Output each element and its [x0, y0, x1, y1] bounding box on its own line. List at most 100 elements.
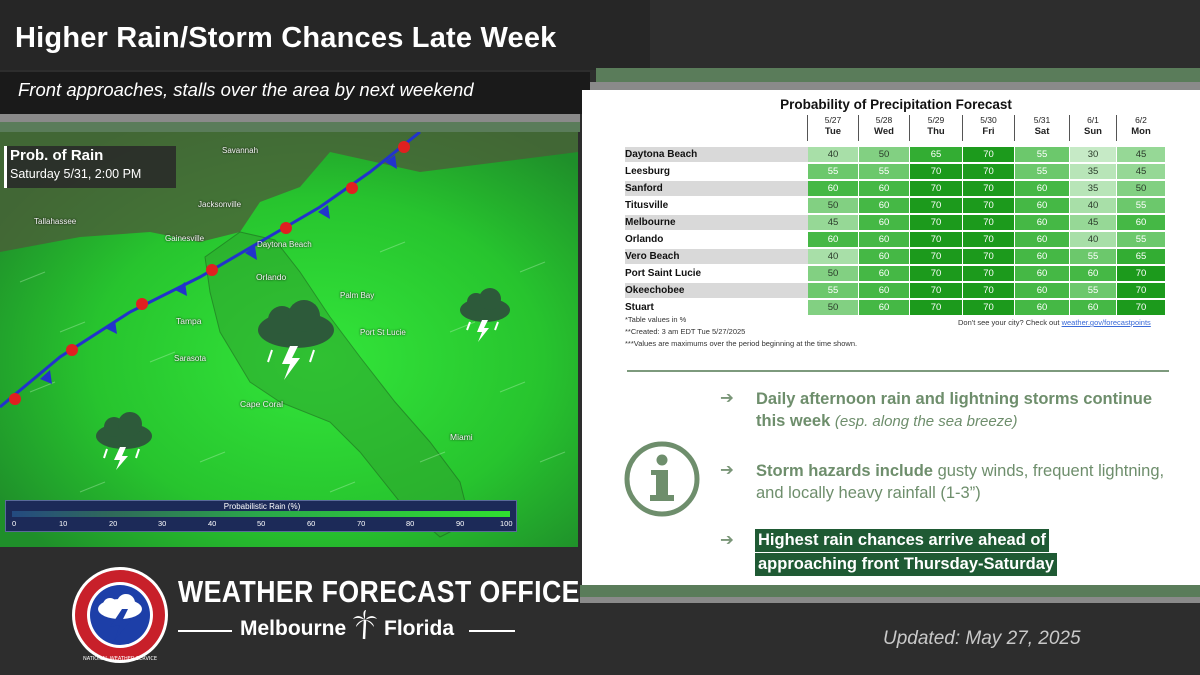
table-cell: 70	[963, 181, 1014, 196]
table-cell: 45	[1070, 215, 1116, 230]
table-cell: 50	[808, 198, 858, 213]
table-row-city: Stuart	[625, 302, 654, 313]
table-cell: 70	[1117, 300, 1165, 315]
page-subtitle: Front approaches, stalls over the area b…	[18, 79, 474, 100]
table-cell: 60	[1015, 266, 1069, 281]
column-day: Tue	[824, 126, 842, 137]
table-row-city: Titusville	[625, 200, 669, 211]
legend-tick: 0	[12, 519, 17, 528]
table-cell: 70	[963, 232, 1014, 247]
table-cell: 45	[808, 215, 858, 230]
table-cell: 60	[1015, 181, 1069, 196]
table-cell: 50	[808, 300, 858, 315]
column-header: 5/29 Thu	[910, 115, 962, 137]
storm-cloud-icon	[96, 412, 152, 470]
table-cell: 55	[1015, 164, 1069, 179]
table-cell: 60	[1015, 232, 1069, 247]
table-cell: 70	[910, 232, 962, 247]
city-label: Palm Bay	[340, 291, 375, 300]
column-header: 6/1 Sun	[1070, 115, 1116, 137]
column-separator	[1014, 115, 1015, 141]
table-cell: 40	[808, 147, 858, 162]
table-cell: 60	[1117, 215, 1165, 230]
column-day: Thu	[927, 126, 945, 137]
title-bar	[0, 0, 650, 70]
city-label: Port St Lucie	[360, 328, 406, 337]
legend-tick: 60	[307, 519, 316, 528]
table-cell: 70	[963, 147, 1014, 162]
arrow-icon: ➔	[720, 531, 734, 549]
column-header: 6/2 Mon	[1117, 115, 1165, 137]
column-date: 6/1	[1087, 115, 1099, 125]
highlight-line: approaching front Thursday-Saturday	[755, 553, 1058, 576]
table-cell: 60	[859, 232, 909, 247]
column-separator	[1069, 115, 1070, 141]
legend-tick: 80	[406, 519, 415, 528]
column-separator	[858, 115, 859, 141]
city-label: Miami	[450, 432, 473, 442]
column-header: 5/30 Fri	[963, 115, 1014, 137]
table-cell: 70	[910, 164, 962, 179]
table-cell: 40	[1070, 198, 1116, 213]
row-band	[625, 283, 808, 298]
table-title: Probability of Precipitation Forecast	[780, 97, 1012, 112]
table-cell: 70	[963, 249, 1014, 264]
table-cell: 50	[1117, 181, 1165, 196]
column-header: 5/27 Tue	[808, 115, 858, 137]
logo-text: NATIONAL WEATHER SERVICE	[83, 656, 157, 662]
legend-tick: 70	[357, 519, 366, 528]
arrow-icon: ➔	[720, 389, 734, 407]
table-cell: 70	[910, 266, 962, 281]
updated-date: Updated: May 27, 2025	[883, 628, 1081, 649]
highlight-line: Highest rain chances arrive ahead of	[755, 529, 1049, 552]
table-cell: 60	[1015, 198, 1069, 213]
table-cell: 60	[859, 249, 909, 264]
city-label: Gainesville	[165, 234, 205, 243]
city-label: Tampa	[176, 316, 202, 326]
table-cell: 45	[1117, 164, 1165, 179]
table-cell: 60	[1015, 249, 1069, 264]
map-title: Prob. of Rain	[10, 147, 104, 164]
accent-stripe	[580, 585, 1200, 597]
forecast-points-link[interactable]: weather.gov/forecastpoints	[1061, 318, 1151, 327]
office-state: Florida	[384, 617, 455, 640]
table-cell: 70	[910, 198, 962, 213]
table-cell: 55	[1117, 232, 1165, 247]
table-cell: 40	[1070, 232, 1116, 247]
table-cell: 60	[1070, 266, 1116, 281]
storm-cloud-icon	[258, 300, 334, 380]
table-cell: 70	[963, 164, 1014, 179]
column-date: 6/2	[1135, 115, 1147, 125]
bullet-text: Daily afternoon rain and lightning storm…	[756, 388, 1176, 433]
rule-line	[469, 630, 515, 632]
bullet-rest: gusty winds, frequent lightning, and loc…	[756, 462, 1165, 502]
storm-cloud-icon	[460, 288, 510, 342]
table-footnote: ***Values are maximums over the period b…	[625, 339, 858, 348]
office-city: Melbourne	[240, 617, 347, 640]
row-band	[625, 215, 808, 230]
column-day: Sat	[1034, 126, 1050, 137]
table-cell: 55	[1070, 249, 1116, 264]
accent-stripe	[0, 114, 580, 122]
city-label: Sarasota	[174, 354, 207, 363]
column-day: Wed	[874, 126, 894, 137]
palm-tree-icon	[353, 610, 377, 640]
city-label: Daytona Beach	[257, 240, 312, 249]
page-title: Higher Rain/Storm Chances Late Week	[15, 22, 557, 54]
column-separator	[962, 115, 963, 141]
accent-stripe	[580, 597, 1200, 603]
legend-color-bar	[12, 511, 510, 517]
table-cell: 30	[1070, 147, 1116, 162]
rain-legend: Probabilistic Rain (%) 0 10 20 30 40 50 …	[5, 500, 517, 532]
column-day: Sun	[1084, 126, 1102, 137]
column-header: 5/28 Wed	[859, 115, 909, 137]
legend-title: Probabilistic Rain (%)	[223, 502, 301, 511]
subtitle-bar	[0, 72, 590, 114]
table-cell: 60	[859, 266, 909, 281]
table-cell: 55	[1015, 147, 1069, 162]
legend-tick: 40	[208, 519, 217, 528]
warm-front-symbols	[9, 141, 410, 405]
rule-line	[178, 630, 232, 632]
bullet-text: Storm hazards include gusty winds, frequ…	[756, 460, 1176, 504]
